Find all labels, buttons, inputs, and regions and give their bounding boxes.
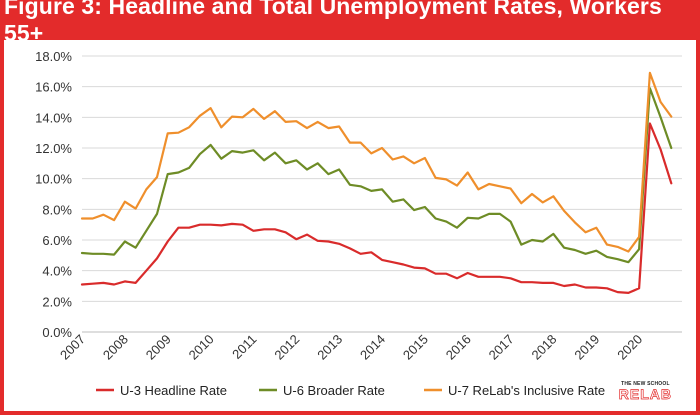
x-axis-ticks: 2007 2008 2009 2010 2011 2012 2013 2014 2015 2016… [57,332,645,363]
y-axis-ticks: 0.0% 2.0% 4.0% 6.0% 8.0% 10.0% 12.0% 14.0% 16.0%… [35,49,72,340]
y-tick-label: 8.0% [42,202,72,217]
x-tick-label: 2018 [528,332,559,363]
logo-line-2: RELAB [618,386,672,402]
chart-header: Figure 3: Headline and Total Unemploymen… [4,0,696,46]
y-tick-label: 0.0% [42,325,72,340]
y-tick-label: 16.0% [35,80,72,95]
x-tick-label: 2015 [400,332,431,363]
x-tick-label: 2010 [186,332,217,363]
series-lines [80,71,673,294]
y-tick-label: 14.0% [35,110,72,125]
legend: U-3 Headline Rate U-6 Broader Rate U-7 ReL… [96,383,605,398]
x-tick-label: 2020 [614,332,645,363]
x-tick-label: 2017 [486,332,517,363]
logo-line-1: THE NEW SCHOOL [621,381,670,387]
series-line-3 [80,71,673,253]
x-tick-label: 2011 [229,332,259,362]
x-tick-label: 2014 [357,332,388,363]
series-line-2 [80,87,673,264]
chart-panel: 0.0% 2.0% 4.0% 6.0% 8.0% 10.0% 12.0% 14.0% 16.0%… [4,40,696,411]
relab-logo: THE NEW SCHOOL RELAB [618,381,672,402]
y-tick-label: 10.0% [35,172,72,187]
y-tick-label: 6.0% [42,233,72,248]
x-tick-label: 2019 [571,332,602,363]
x-tick-label: 2013 [314,332,345,363]
legend-label: U-3 Headline Rate [120,383,227,398]
x-tick-label: 2016 [443,332,474,363]
x-tick-label: 2012 [271,332,302,363]
grid-lines [82,55,682,302]
x-tick-label: 2009 [143,332,174,363]
x-tick-label: 2008 [100,332,131,363]
legend-label: U-6 Broader Rate [283,383,385,398]
series-line-1 [80,122,673,294]
y-tick-label: 12.0% [35,141,72,156]
y-tick-label: 2.0% [42,294,72,309]
y-tick-label: 18.0% [35,49,72,64]
line-chart: 0.0% 2.0% 4.0% 6.0% 8.0% 10.0% 12.0% 14.0% 16.0%… [35,49,682,398]
y-tick-label: 4.0% [42,264,72,279]
legend-label: U-7 ReLab's Inclusive Rate [448,383,605,398]
